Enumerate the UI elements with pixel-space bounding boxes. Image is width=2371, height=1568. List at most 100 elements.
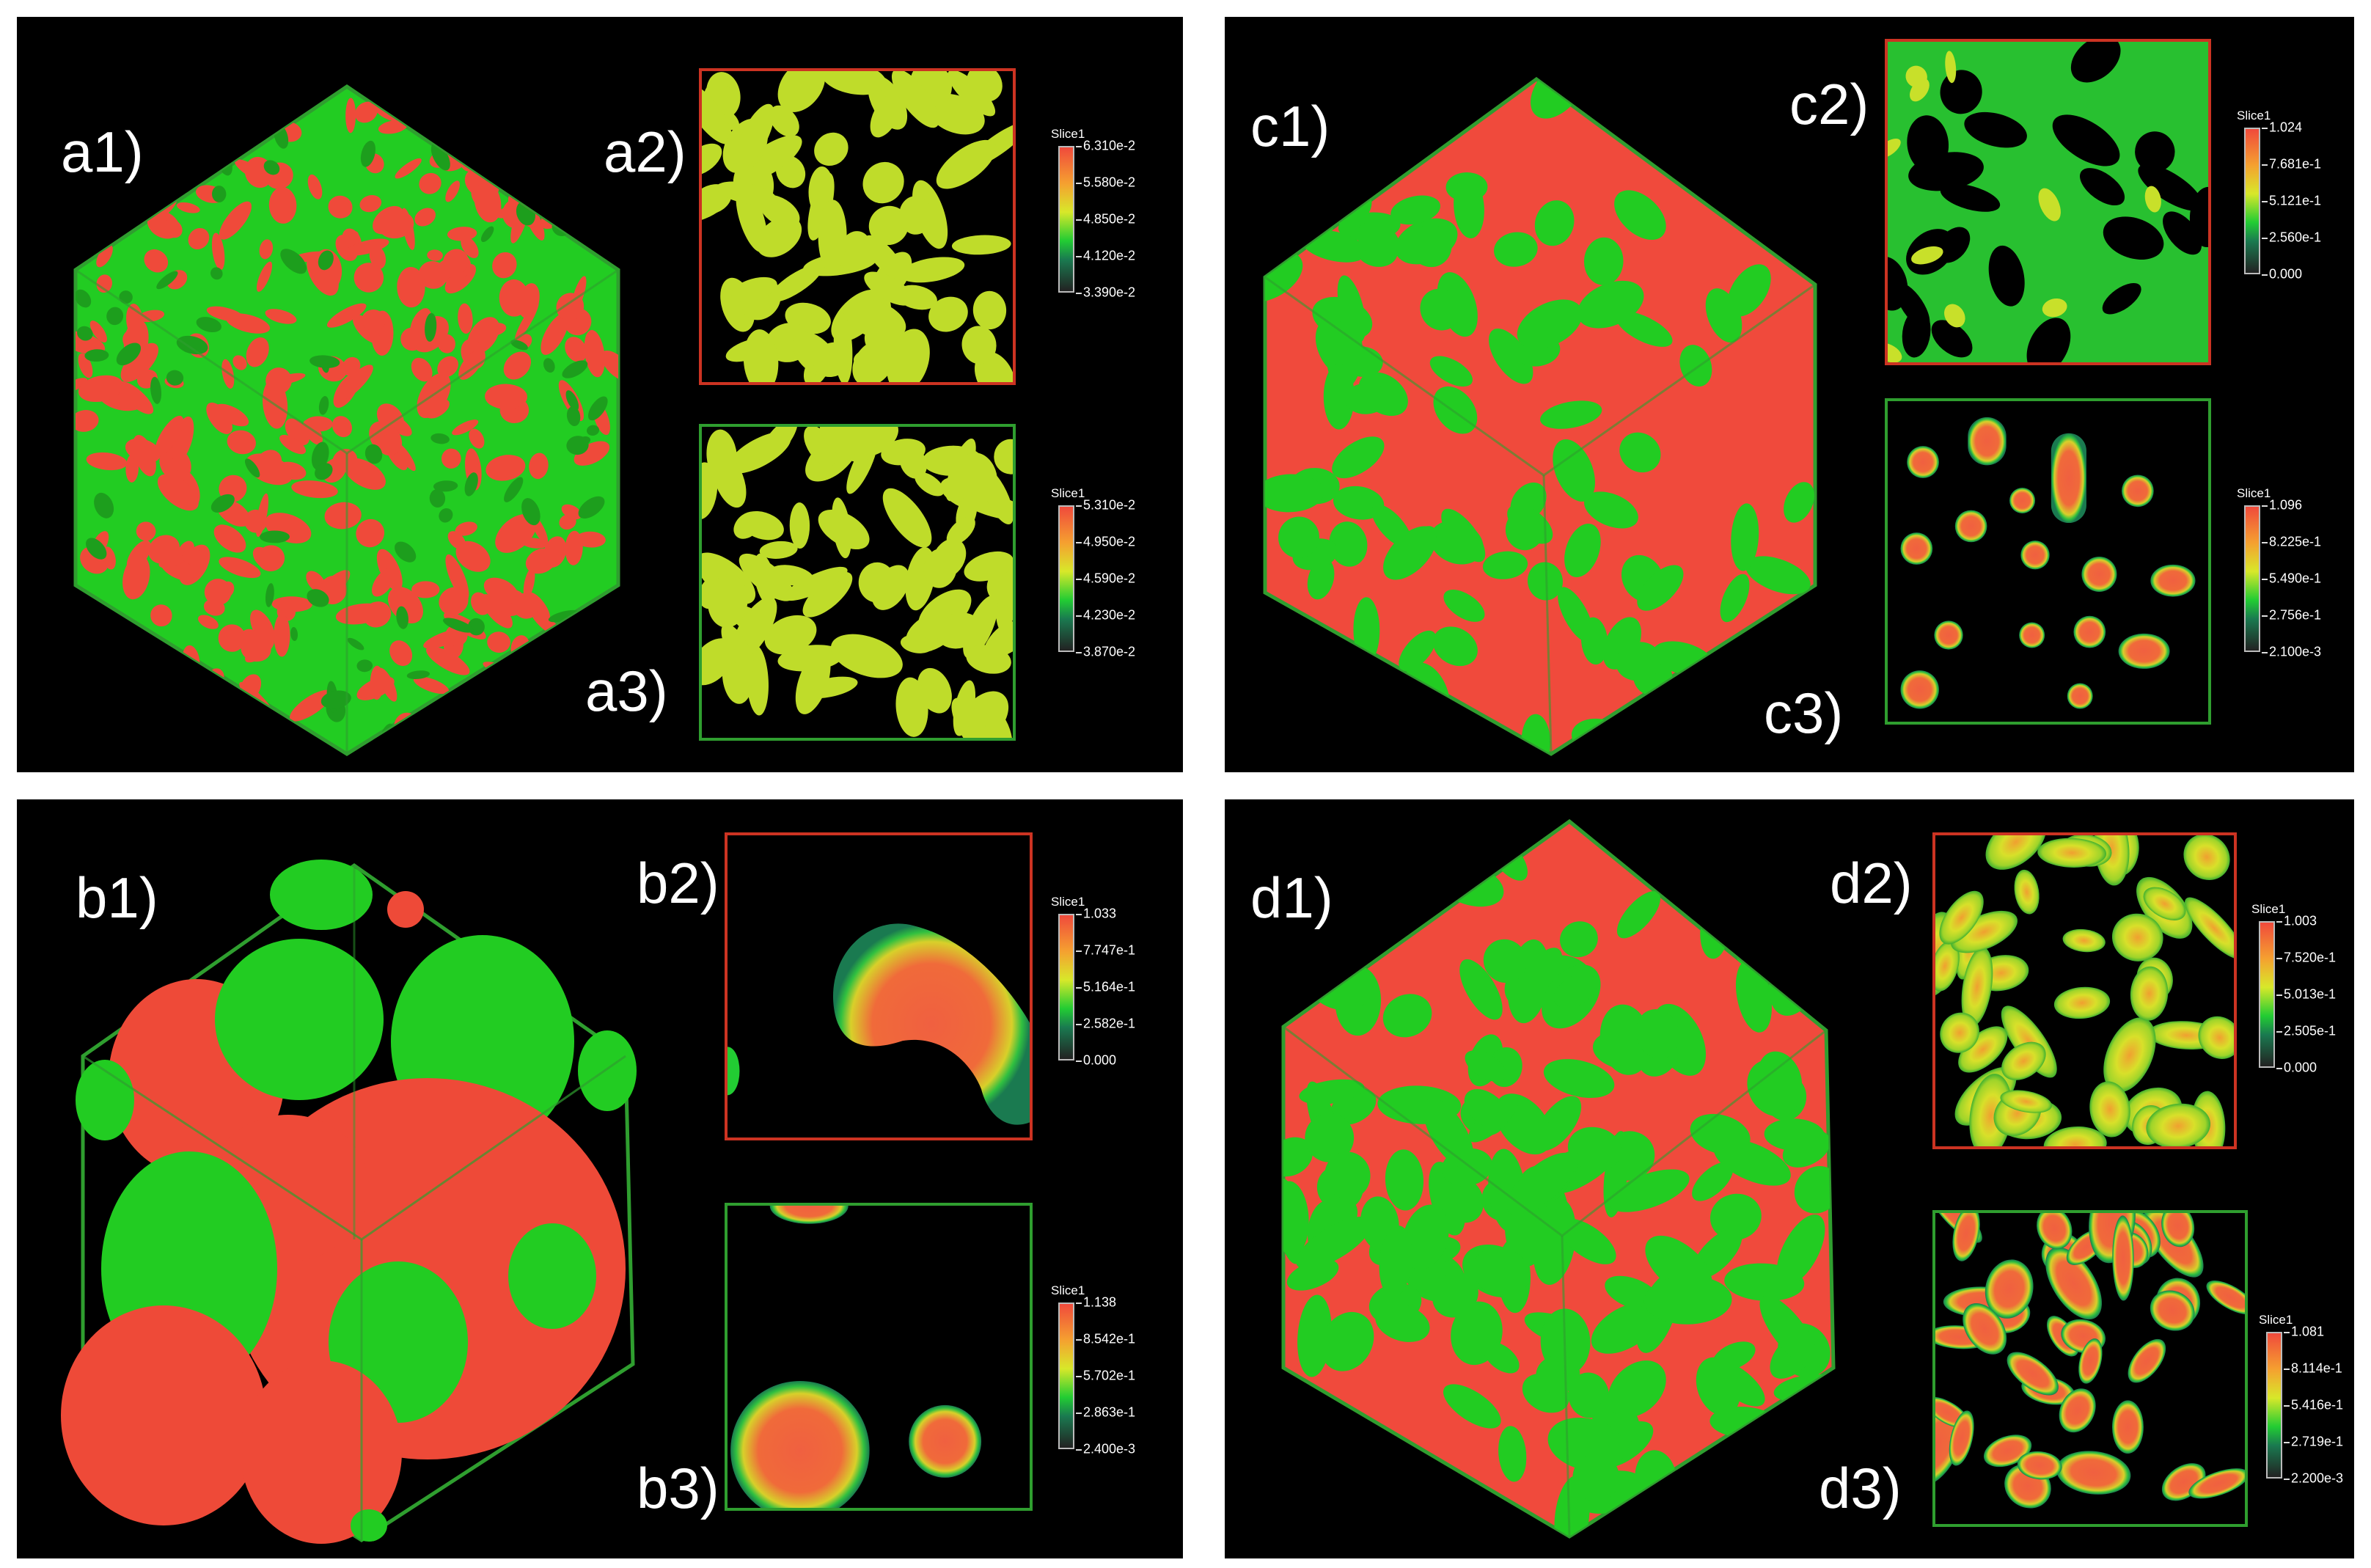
phase-domain bbox=[948, 71, 996, 117]
phase-domain bbox=[477, 719, 494, 732]
phase-domain bbox=[1278, 516, 1319, 559]
phase-domain bbox=[318, 396, 329, 415]
phase-domain bbox=[110, 728, 131, 747]
phase-domain bbox=[443, 618, 474, 633]
phase-domain bbox=[821, 71, 887, 95]
phase-domain bbox=[96, 274, 112, 293]
colorbar-tick-mark bbox=[2262, 652, 2268, 653]
phase-domain bbox=[1692, 1162, 1734, 1201]
phase-domain bbox=[521, 121, 549, 149]
phase-domain bbox=[76, 331, 106, 355]
colorbar-tick-mark bbox=[2284, 1369, 2290, 1370]
phase-domain bbox=[899, 447, 927, 479]
phase-domain bbox=[915, 472, 945, 497]
phase-domain bbox=[1985, 835, 2047, 870]
phase-domain bbox=[596, 100, 612, 120]
phase-domain bbox=[264, 110, 282, 124]
colorbar-tick-label: 5.580e-2 bbox=[1083, 175, 1136, 190]
phase-domain bbox=[928, 296, 968, 332]
phase-domain bbox=[98, 161, 120, 184]
phase-domain bbox=[1483, 1341, 1520, 1374]
phase-domain bbox=[307, 589, 329, 607]
phase-domain bbox=[403, 89, 419, 118]
phase-domain bbox=[1378, 852, 1459, 903]
phase-domain bbox=[504, 477, 524, 502]
colorbar-tick-mark bbox=[1076, 1339, 1082, 1341]
phase-domain bbox=[137, 709, 164, 735]
phase-domain bbox=[777, 71, 826, 112]
phase-domain bbox=[543, 536, 567, 568]
phase-domain bbox=[356, 659, 373, 673]
phase-domain bbox=[864, 271, 914, 306]
phase-domain bbox=[1344, 383, 1388, 414]
phase-domain bbox=[1517, 299, 1583, 349]
phase-domain bbox=[413, 676, 450, 695]
phase-domain bbox=[579, 160, 598, 180]
phase-domain bbox=[1401, 834, 1452, 883]
phase-domain bbox=[2017, 1451, 2062, 1480]
slice-c3-pattern bbox=[1900, 417, 2196, 709]
colorbar-tick-label: 1.024 bbox=[2269, 120, 2303, 135]
phase-domain bbox=[232, 355, 247, 370]
phase-domain bbox=[307, 174, 323, 199]
phase-domain bbox=[1429, 521, 1484, 565]
phase-domain bbox=[702, 198, 725, 222]
phase-domain bbox=[439, 587, 469, 615]
phase-domain bbox=[429, 488, 446, 508]
phase-domain bbox=[86, 452, 128, 471]
phase-domain bbox=[1619, 432, 1661, 473]
phase-domain bbox=[210, 267, 223, 280]
phase-domain bbox=[702, 143, 722, 177]
phase-domain bbox=[706, 429, 738, 483]
phase-domain bbox=[2089, 1081, 2130, 1137]
phase-domain bbox=[168, 676, 182, 714]
phase-domain bbox=[565, 390, 579, 411]
phase-domain bbox=[213, 524, 246, 553]
phase-domain bbox=[144, 249, 169, 273]
phase-domain bbox=[535, 732, 556, 749]
phase-domain bbox=[243, 721, 285, 736]
phase-domain bbox=[1944, 304, 1965, 328]
phase-domain bbox=[395, 158, 422, 179]
phase-domain bbox=[452, 420, 479, 436]
phase-domain bbox=[1283, 1181, 1309, 1256]
colorbar-tick-label: 1.033 bbox=[1083, 906, 1117, 921]
slice-a2-pattern bbox=[702, 71, 1013, 382]
colorbar-tick-label: 2.100e-3 bbox=[2269, 644, 2322, 659]
phase-domain bbox=[311, 442, 329, 470]
phase-domain bbox=[2070, 42, 2121, 83]
phase-domain bbox=[566, 436, 589, 455]
label-d2: d2) bbox=[1830, 851, 1913, 915]
phase-domain bbox=[1616, 891, 1660, 939]
phase-domain bbox=[2043, 1126, 2107, 1146]
phase-domain bbox=[150, 376, 162, 404]
phase-domain bbox=[540, 142, 584, 161]
phase-domain bbox=[502, 87, 523, 93]
phase-domain bbox=[331, 416, 353, 438]
phase-domain bbox=[525, 174, 545, 200]
phase-domain bbox=[1265, 474, 1324, 513]
phase-domain bbox=[556, 172, 583, 197]
phase-domain bbox=[1265, 87, 1291, 136]
phase-domain bbox=[290, 689, 332, 722]
phase-domain bbox=[2103, 1017, 2156, 1093]
colorbar-tick-label: 2.756e-1 bbox=[2269, 607, 2322, 623]
phase-domain bbox=[279, 434, 307, 455]
phase-domain bbox=[769, 264, 823, 302]
colorbar-b3: Slice1 1.138 8.542e-1 5.702e-1 2.863e-1 2.400… bbox=[1051, 1283, 1161, 1459]
phase-domain bbox=[496, 87, 518, 106]
phase-domain bbox=[2094, 835, 2130, 886]
slice-a3 bbox=[699, 424, 1016, 741]
phase-domain bbox=[1964, 111, 2027, 148]
colorbar-tick-mark bbox=[1076, 293, 1082, 294]
phase-domain bbox=[1423, 1098, 1474, 1168]
colorbar-tick-label: 8.114e-1 bbox=[2291, 1360, 2342, 1376]
colorbar-tick-label: 3.870e-2 bbox=[1083, 644, 1136, 659]
phase-domain bbox=[2163, 211, 2202, 255]
phase-domain bbox=[556, 212, 578, 230]
phase-domain bbox=[2078, 1338, 2103, 1384]
colorbar-tick-label: 4.590e-2 bbox=[1083, 571, 1136, 586]
colorbar-tick-label: 4.850e-2 bbox=[1083, 211, 1136, 227]
phase-domain bbox=[2128, 1338, 2166, 1383]
colorbar-tick-label: 2.863e-1 bbox=[1083, 1404, 1136, 1420]
